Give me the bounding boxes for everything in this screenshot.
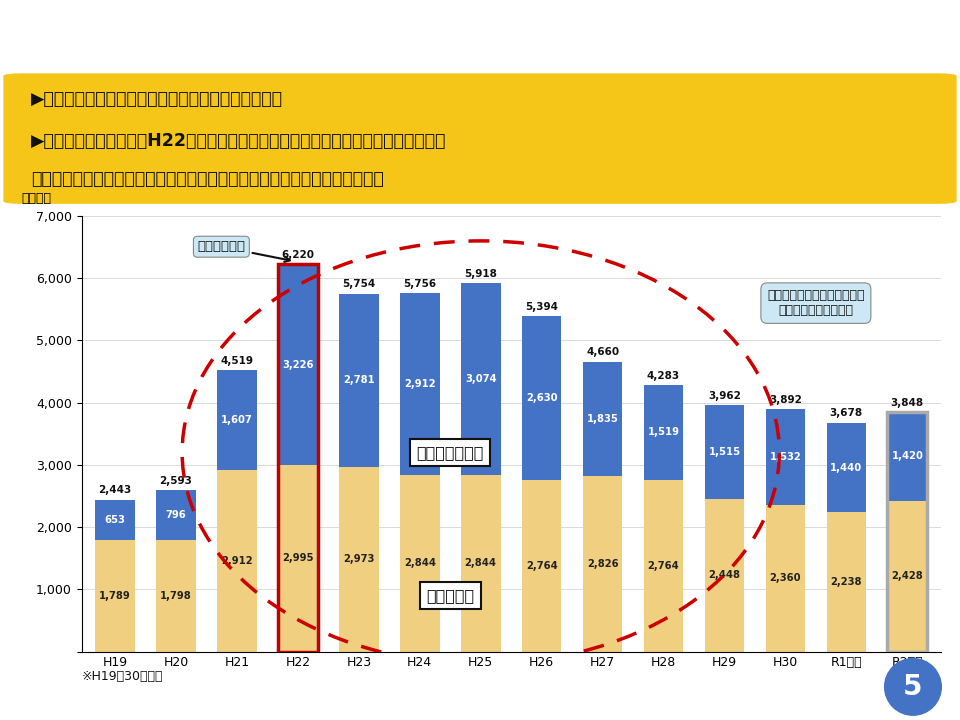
Bar bbox=[156, 490, 196, 540]
Text: 2,912: 2,912 bbox=[404, 379, 436, 389]
Circle shape bbox=[884, 659, 942, 715]
Text: 4,660: 4,660 bbox=[586, 347, 619, 357]
Bar bbox=[400, 294, 440, 474]
Text: 2,844: 2,844 bbox=[465, 558, 496, 568]
Text: 2,764: 2,764 bbox=[526, 561, 558, 571]
Text: 2,360: 2,360 bbox=[770, 573, 802, 583]
Bar bbox=[705, 405, 744, 499]
Bar bbox=[644, 480, 684, 652]
Bar bbox=[400, 474, 440, 652]
Text: 1,835: 1,835 bbox=[587, 414, 618, 423]
Text: 1,532: 1,532 bbox=[770, 452, 802, 462]
Bar bbox=[217, 470, 256, 652]
Text: 2,826: 2,826 bbox=[587, 559, 618, 569]
Text: 地方交付税及び臨時財政対策債の状況: 地方交付税及び臨時財政対策債の状況 bbox=[310, 18, 650, 50]
Text: ※H19～30は決算: ※H19～30は決算 bbox=[82, 670, 163, 683]
Bar bbox=[522, 480, 562, 652]
Text: 2,593: 2,593 bbox=[159, 476, 193, 486]
Text: 2,238: 2,238 bbox=[830, 577, 862, 587]
Text: 5,756: 5,756 bbox=[403, 279, 437, 289]
Bar bbox=[95, 540, 135, 652]
Text: ▶　臨財債はピーク時（H22）から半減しているものの、地方交付税（キャッシュ）: ▶ 臨財債はピーク時（H22）から半減しているものの、地方交付税（キャッシュ） bbox=[31, 132, 446, 150]
Text: 3,678: 3,678 bbox=[829, 408, 863, 418]
Bar bbox=[705, 499, 744, 652]
Text: 4,519: 4,519 bbox=[221, 356, 253, 366]
Text: 2,995: 2,995 bbox=[282, 554, 314, 564]
Text: 2,764: 2,764 bbox=[648, 561, 680, 571]
Bar bbox=[887, 500, 927, 652]
Text: 1,798: 1,798 bbox=[160, 590, 192, 600]
Text: 1,607: 1,607 bbox=[221, 415, 252, 426]
Text: 2,781: 2,781 bbox=[343, 375, 374, 385]
Text: 1,440: 1,440 bbox=[830, 462, 862, 472]
Bar bbox=[278, 264, 318, 652]
Text: 1,515: 1,515 bbox=[708, 447, 740, 457]
Text: 2,448: 2,448 bbox=[708, 570, 740, 580]
Bar bbox=[887, 412, 927, 500]
Bar bbox=[827, 513, 866, 652]
Bar bbox=[339, 294, 378, 467]
Text: 2,443: 2,443 bbox=[99, 485, 132, 495]
Bar bbox=[644, 385, 684, 480]
Text: 2,428: 2,428 bbox=[892, 571, 924, 581]
Text: 1,519: 1,519 bbox=[648, 428, 680, 437]
Bar bbox=[156, 540, 196, 652]
Bar bbox=[217, 370, 256, 470]
Text: 5,918: 5,918 bbox=[465, 269, 497, 279]
Bar bbox=[95, 500, 135, 540]
Text: 3,962: 3,962 bbox=[708, 391, 741, 400]
Text: 臨財債ピーク: 臨財債ピーク bbox=[198, 240, 290, 262]
Text: 2,912: 2,912 bbox=[221, 556, 252, 566]
Text: 3,226: 3,226 bbox=[282, 360, 314, 370]
Text: 5,754: 5,754 bbox=[342, 279, 375, 289]
Text: 2,844: 2,844 bbox=[404, 558, 436, 568]
Text: 653: 653 bbox=[105, 515, 126, 525]
Bar bbox=[887, 412, 927, 652]
Bar bbox=[461, 284, 500, 474]
Text: 5,394: 5,394 bbox=[525, 302, 558, 312]
Bar bbox=[766, 410, 805, 505]
Text: 3,848: 3,848 bbox=[891, 397, 924, 408]
Text: （億円）: （億円） bbox=[21, 192, 52, 205]
Text: 額は減少傾向にあるものの、
３～５割程度を占める: 額は減少傾向にあるものの、 ３～５割程度を占める bbox=[767, 289, 865, 317]
Bar bbox=[339, 467, 378, 652]
Bar bbox=[522, 316, 562, 480]
Text: 2,973: 2,973 bbox=[343, 554, 374, 564]
Text: 臨時財政対策債: 臨時財政対策債 bbox=[417, 445, 484, 460]
Text: 796: 796 bbox=[166, 510, 186, 520]
Text: 1,420: 1,420 bbox=[891, 451, 924, 462]
Text: 2,630: 2,630 bbox=[526, 393, 558, 402]
Bar bbox=[766, 505, 805, 652]
Bar bbox=[278, 465, 318, 652]
Text: 5: 5 bbox=[903, 673, 923, 701]
Bar bbox=[583, 361, 622, 476]
Text: ▶　社会保障経費の伸び等に伴い、地方交付税は増加: ▶ 社会保障経費の伸び等に伴い、地方交付税は増加 bbox=[31, 90, 283, 108]
Bar bbox=[827, 423, 866, 513]
Text: 地方交付税: 地方交付税 bbox=[426, 588, 474, 603]
Bar bbox=[583, 476, 622, 652]
FancyBboxPatch shape bbox=[4, 73, 956, 204]
Bar bbox=[461, 474, 500, 652]
Text: 6,220: 6,220 bbox=[281, 250, 315, 260]
Text: 1,789: 1,789 bbox=[99, 591, 131, 601]
Text: 3,892: 3,892 bbox=[769, 395, 802, 405]
Text: 3,074: 3,074 bbox=[465, 374, 496, 384]
Text: 4,283: 4,283 bbox=[647, 371, 680, 381]
Bar bbox=[278, 264, 318, 465]
Text: で支払われるべき額の４割近くが依然として臨財債（借金）に付け替え: で支払われるべき額の４割近くが依然として臨財債（借金）に付け替え bbox=[31, 170, 384, 188]
